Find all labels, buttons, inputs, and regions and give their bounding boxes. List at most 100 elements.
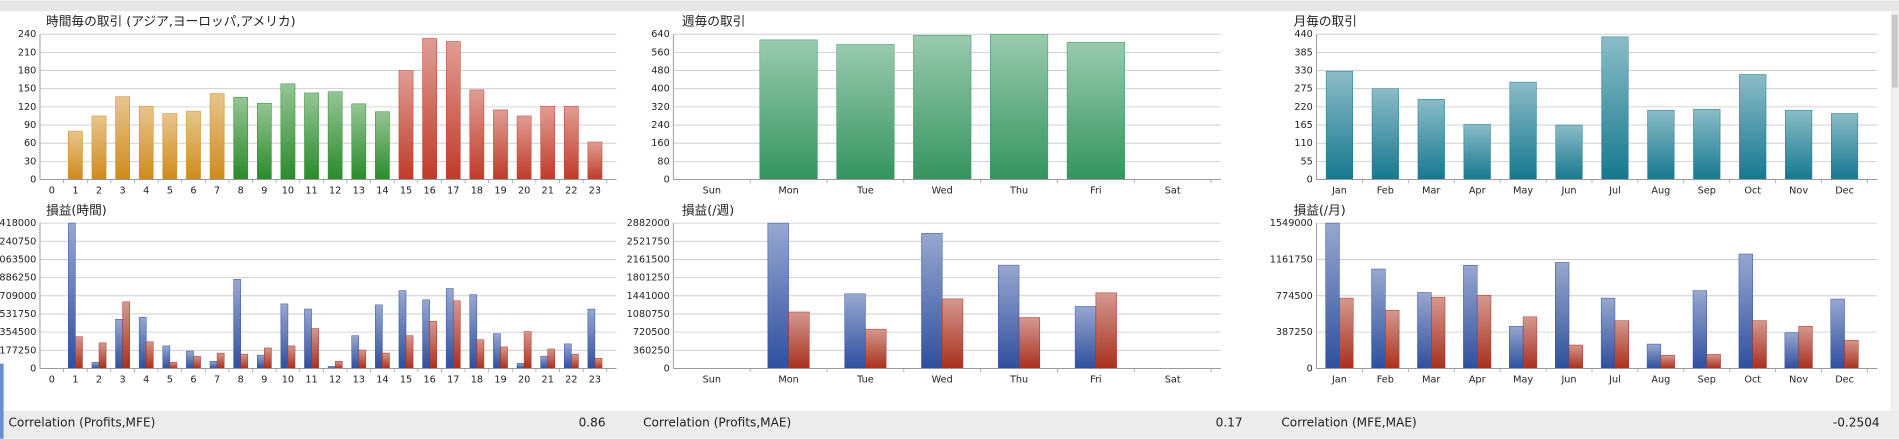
y-tick-label: 180 xyxy=(18,66,36,77)
x-tick-label: 5 xyxy=(167,374,173,385)
bar xyxy=(1738,253,1753,369)
bar xyxy=(162,345,171,369)
y-tick-label: 387250 xyxy=(1276,327,1313,338)
bar xyxy=(493,333,501,369)
y-tick-label: 1549000 xyxy=(1270,218,1313,229)
bar xyxy=(1600,297,1616,369)
bar xyxy=(422,299,430,369)
bar xyxy=(523,331,532,369)
x-tick-label: 2 xyxy=(96,374,102,385)
x-tick-label: Feb xyxy=(1377,185,1394,196)
y-tick-label: 2161500 xyxy=(627,254,670,265)
bar xyxy=(941,298,964,369)
x-tick-label: 4 xyxy=(143,374,149,385)
x-tick-label: 22 xyxy=(565,374,577,385)
x-tick-label: Mon xyxy=(778,374,798,385)
x-tick-label: Wed xyxy=(932,185,953,196)
bar xyxy=(1692,290,1708,369)
y-tick-label: 30 xyxy=(24,156,36,167)
bar xyxy=(1417,99,1445,180)
y-tick-label: 360250 xyxy=(633,345,670,356)
y-tick-label: 1418000 xyxy=(0,218,36,229)
x-tick-label: 20 xyxy=(518,374,530,385)
bar xyxy=(836,44,895,180)
bar xyxy=(865,328,887,369)
scroll-thumb[interactable] xyxy=(1891,14,1898,88)
bar xyxy=(1018,317,1041,369)
bar xyxy=(587,141,603,180)
bar xyxy=(1074,306,1097,369)
bar xyxy=(476,339,485,369)
y-tick-label: 886250 xyxy=(0,273,36,284)
x-tick-label: Apr xyxy=(1469,374,1486,385)
bar xyxy=(587,308,596,369)
y-tick-label: 80 xyxy=(657,156,669,167)
bar xyxy=(91,362,100,369)
y-tick-label: 1063500 xyxy=(0,254,36,265)
x-tick-label: Apr xyxy=(1469,185,1486,196)
y-tick-label: 160 xyxy=(651,138,669,149)
bar xyxy=(233,96,249,180)
y-tick-label: 1080750 xyxy=(627,309,670,320)
bar xyxy=(256,354,265,369)
bar xyxy=(422,38,437,180)
x-tick-label: 19 xyxy=(494,374,506,385)
bar xyxy=(913,35,972,180)
x-tick-label: May xyxy=(1513,185,1533,196)
x-tick-label: Jun xyxy=(1560,374,1576,385)
bar xyxy=(493,109,508,180)
bar xyxy=(469,294,478,369)
bar xyxy=(1706,354,1721,369)
y-tick-label: 385 xyxy=(1294,47,1312,58)
x-tick-label: 2 xyxy=(96,185,102,196)
bar xyxy=(1693,108,1721,180)
y-tick-label: 1801250 xyxy=(627,273,670,284)
bar xyxy=(1798,326,1813,369)
bar xyxy=(1509,326,1524,369)
bar xyxy=(1325,70,1353,180)
bar xyxy=(75,336,83,369)
bar xyxy=(1385,310,1400,369)
x-tick-label: Tue xyxy=(856,374,874,385)
bar xyxy=(375,111,390,180)
y-tick-label: 0 xyxy=(1307,363,1313,374)
x-tick-label: Wed xyxy=(932,374,953,385)
bar xyxy=(334,361,343,369)
y-tick-label: 480 xyxy=(651,66,669,77)
bar xyxy=(280,303,289,369)
footer-bar xyxy=(0,410,1899,439)
x-tick-label: 3 xyxy=(120,185,126,196)
chart-title: 時間毎の取引 (アジア,ヨーロッパ,アメリカ) xyxy=(46,14,296,29)
bar xyxy=(405,335,414,369)
x-tick-label: 16 xyxy=(423,185,435,196)
bar xyxy=(1830,113,1859,180)
x-tick-label: 23 xyxy=(589,374,601,385)
bar xyxy=(169,362,178,369)
bar xyxy=(445,288,454,369)
bar xyxy=(844,293,866,369)
x-tick-label: Fri xyxy=(1090,374,1102,385)
bar xyxy=(516,363,525,369)
x-tick-label: Nov xyxy=(1789,185,1808,196)
y-tick-label: 0 xyxy=(1307,175,1313,186)
bar xyxy=(921,233,943,369)
bar xyxy=(216,352,225,369)
x-tick-label: 0 xyxy=(49,374,55,385)
y-tick-label: 330 xyxy=(1294,66,1312,77)
x-tick-label: Oct xyxy=(1744,185,1761,196)
bar xyxy=(138,106,154,180)
bar xyxy=(540,106,556,180)
x-tick-label: 8 xyxy=(238,374,244,385)
y-tick-label: 0 xyxy=(30,175,36,186)
x-tick-label: Dec xyxy=(1835,185,1854,196)
x-tick-label: May xyxy=(1513,374,1533,385)
x-tick-label: 5 xyxy=(167,185,173,196)
bar xyxy=(1463,124,1491,180)
x-tick-label: Sat xyxy=(1165,374,1181,385)
x-tick-label: 8 xyxy=(238,185,244,196)
footer-value: -0.2504 xyxy=(1833,415,1880,429)
scrollbar[interactable] xyxy=(1890,11,1899,413)
bar xyxy=(1509,81,1537,180)
y-tick-label: 240 xyxy=(18,29,36,40)
bar xyxy=(311,328,319,369)
